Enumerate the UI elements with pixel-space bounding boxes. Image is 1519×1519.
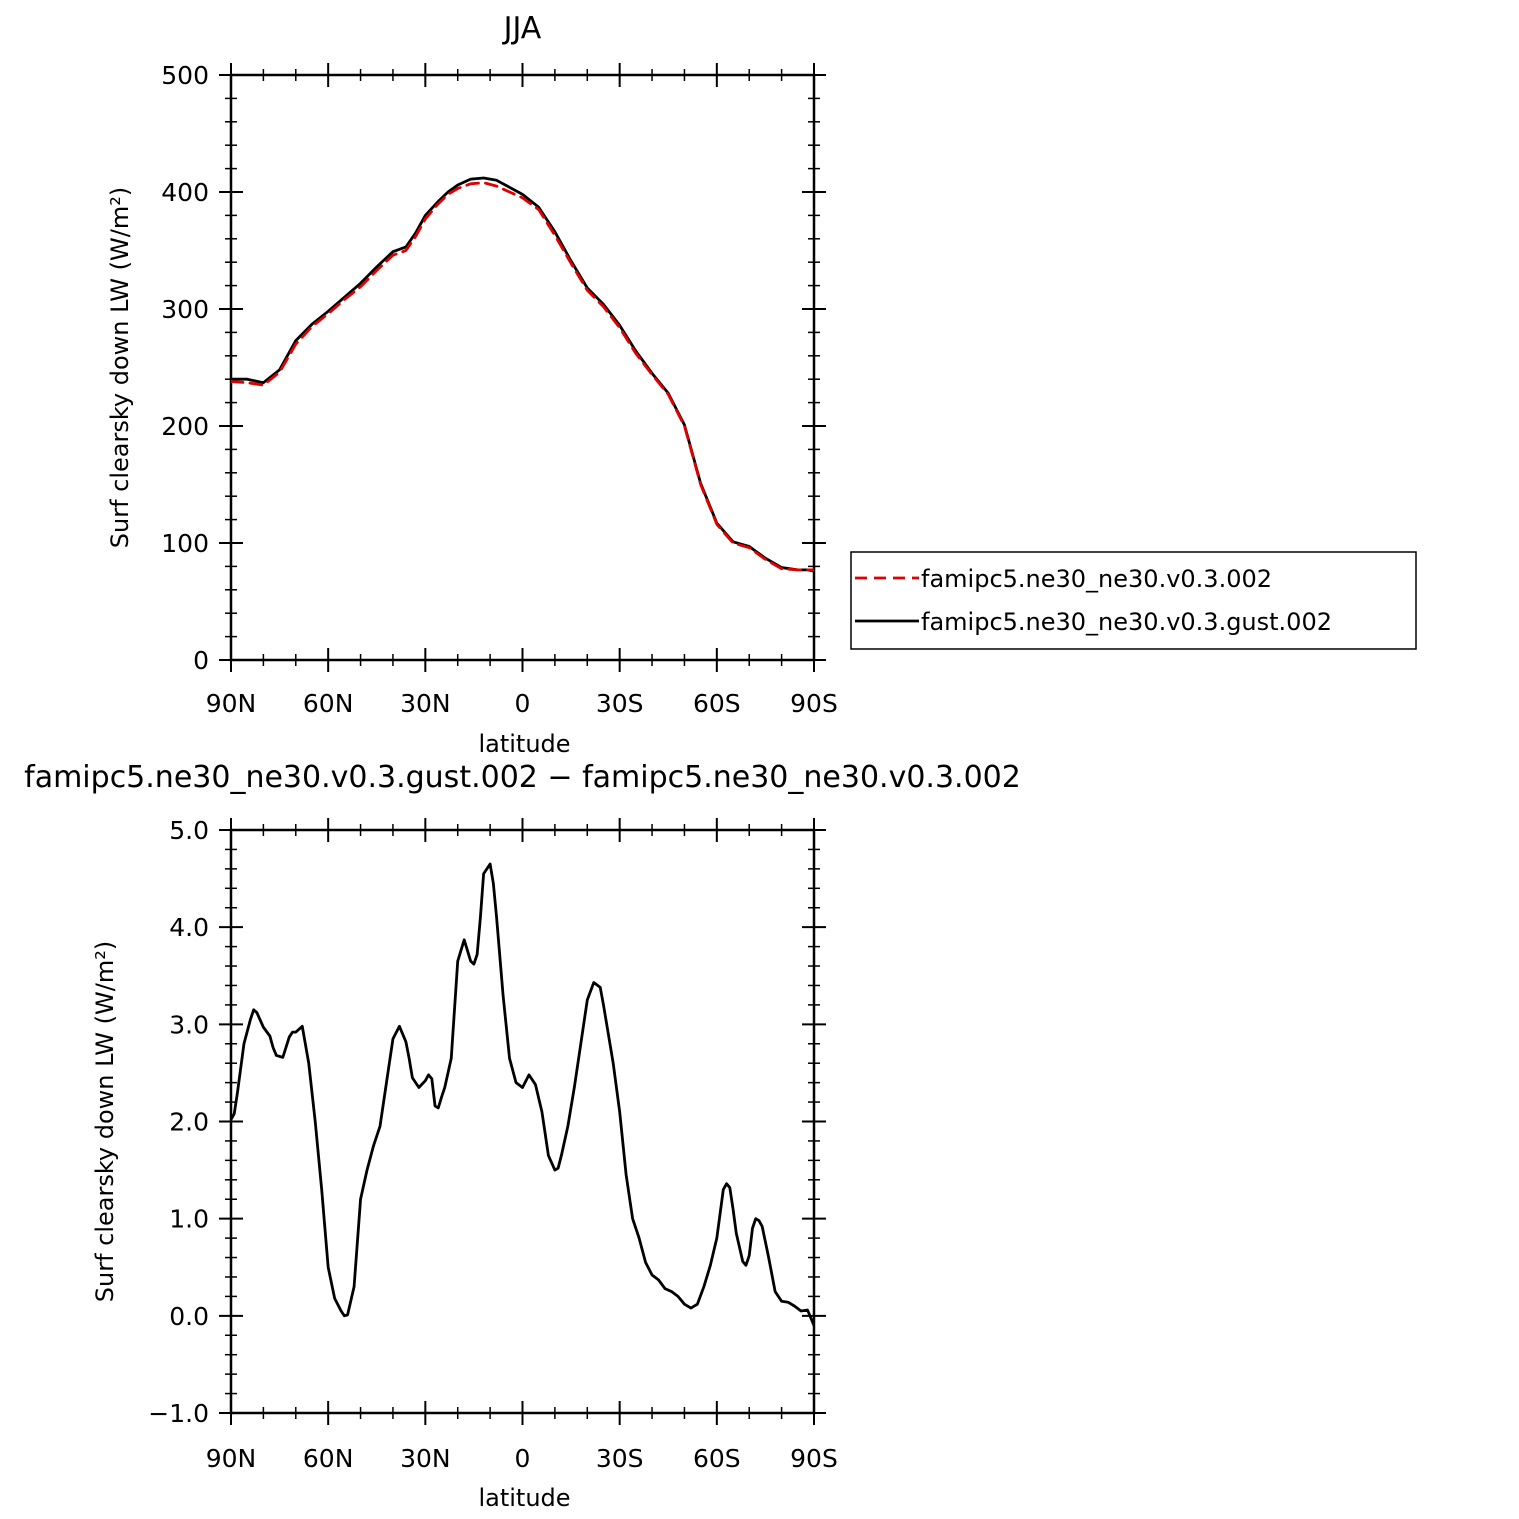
bottom-panel: famipc5.ne30_ne30.v0.3.gust.002 − famipc… — [24, 760, 1021, 1512]
x-tick-label: 30S — [596, 1444, 644, 1473]
legend-entry: famipc5.ne30_ne30.v0.3.gust.002 — [921, 608, 1332, 636]
y-tick-label: 300 — [161, 295, 209, 324]
y-tick-label: 200 — [161, 412, 209, 441]
y-tick-label: 500 — [161, 61, 209, 90]
x-tick-label: 90S — [790, 689, 838, 718]
x-tick-label: 60S — [693, 1444, 741, 1473]
x-tick-label: 0 — [515, 689, 531, 718]
y-tick-label: 1.0 — [169, 1205, 209, 1234]
plot-title: famipc5.ne30_ne30.v0.3.gust.002 − famipc… — [24, 760, 1021, 795]
y-axis-label: Surf clearsky down LW (W/m²) — [106, 187, 134, 548]
plot-frame — [229, 828, 816, 1415]
legend-box — [850, 551, 1417, 650]
plot-title: JJA — [502, 11, 542, 46]
y-tick-label: 2.0 — [169, 1108, 209, 1137]
x-axis-label: latitude — [478, 1484, 570, 1512]
series-line-1 — [231, 862, 814, 1327]
y-tick-label: 5.0 — [169, 816, 209, 845]
x-tick-label: 30N — [400, 689, 451, 718]
top-panel: JJA 0 100 200 300 400 500 90N 60N 30N 0 30S 60S 90S la… — [106, 11, 838, 758]
x-tick-label: 0 — [515, 1444, 531, 1473]
y-tick-label: 100 — [161, 529, 209, 558]
plot-frame — [229, 73, 816, 662]
x-tick-label: 60N — [303, 1444, 354, 1473]
y-tick-label: 400 — [161, 178, 209, 207]
x-tick-label: 30N — [400, 1444, 451, 1473]
y-tick-label: 0 — [193, 646, 209, 675]
y-tick-label: 4.0 — [169, 913, 209, 942]
series-line-1 — [231, 181, 814, 572]
x-tick-label: 90S — [790, 1444, 838, 1473]
y-axis-label: Surf clearsky down LW (W/m²) — [91, 941, 119, 1302]
x-tick-label: 60S — [693, 689, 741, 718]
x-tick-label: 90N — [206, 1444, 257, 1473]
x-axis-label: latitude — [478, 730, 570, 758]
x-tick-label: 30S — [596, 689, 644, 718]
y-tick-label: 3.0 — [169, 1010, 209, 1039]
y-tick-label: −1.0 — [148, 1399, 209, 1428]
y-tick-label: 0.0 — [169, 1302, 209, 1331]
legend-entry: famipc5.ne30_ne30.v0.3.002 — [921, 565, 1272, 593]
series-line-2 — [231, 176, 814, 573]
legend: famipc5.ne30_ne30.v0.3.002 famipc5.ne30_n… — [850, 551, 1417, 650]
x-tick-label: 90N — [206, 689, 257, 718]
x-tick-label: 60N — [303, 689, 354, 718]
